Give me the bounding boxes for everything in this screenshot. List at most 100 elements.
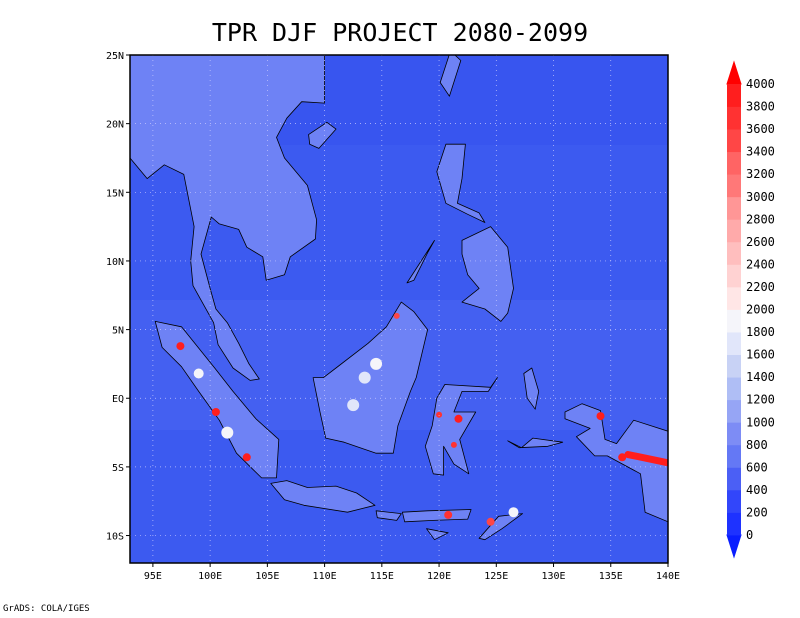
- lat-tick-label: 15N: [106, 188, 124, 199]
- colorbar-label: 4000: [746, 77, 775, 91]
- rain-hotspot: [596, 412, 605, 421]
- lon-tick-label: 110E: [313, 571, 337, 582]
- colorbar-label: 0: [746, 528, 753, 542]
- colorbar-swatch: [727, 286, 741, 310]
- colorbar-swatch: [727, 106, 741, 130]
- colorbar-swatch: [727, 151, 741, 175]
- lon-tick-label: 140E: [656, 571, 680, 582]
- colorbar-arrow-low: [726, 534, 742, 559]
- colorbar-label: 2800: [746, 212, 775, 226]
- colorbar-swatch: [727, 129, 741, 153]
- colorbar-label: 2600: [746, 235, 775, 249]
- colorbar-swatch: [727, 512, 741, 536]
- land-taiwan: [439, 55, 462, 97]
- colorbar-arrow-high: [726, 60, 742, 85]
- rain-hotspot: [444, 510, 453, 519]
- colorbar-label: 3800: [746, 100, 775, 114]
- colorbar-label: 3600: [746, 122, 775, 136]
- land-new-guinea: [564, 403, 668, 523]
- colorbar-label: 2000: [746, 303, 775, 317]
- lat-tick-label: 20N: [106, 120, 124, 131]
- land-sumatra: [154, 321, 280, 479]
- rain-hotspot: [176, 342, 185, 351]
- rain-hotspot: [624, 451, 668, 467]
- longitude-axis: 95E 100E 105E 110E 115E 120E 125E 130E 135E 140E: [144, 563, 680, 582]
- rain-hotspot: [436, 411, 443, 418]
- lat-tick-label: 10N: [106, 257, 124, 268]
- rain-hotspot: [193, 368, 204, 379]
- colorbar-label: 2200: [746, 280, 775, 294]
- lat-tick-label: 25N: [106, 51, 124, 62]
- plot-area: [130, 55, 668, 563]
- latitude-axis: 25N 20N 15N 10N 5N EQ 5S 10S: [106, 51, 130, 543]
- colorbar-label: 800: [746, 438, 768, 452]
- rain-hotspot: [454, 414, 463, 423]
- colorbar-swatch: [727, 241, 741, 265]
- land-bali-lombok: [375, 510, 402, 521]
- land-seram-buru: [507, 437, 564, 449]
- land-java: [270, 480, 376, 513]
- colorbar-label: 1600: [746, 348, 775, 362]
- lon-tick-label: 95E: [144, 571, 162, 582]
- rain-hotspot: [370, 357, 383, 370]
- rain-hotspot: [358, 371, 371, 384]
- colorbar-swatch: [727, 422, 741, 446]
- colorbar-label: 2400: [746, 257, 775, 271]
- colorbar-label: 3200: [746, 167, 775, 181]
- lon-tick-label: 115E: [370, 571, 394, 582]
- colorbar-swatch: [727, 309, 741, 333]
- colorbar-swatch: [727, 444, 741, 468]
- map-title: TPR DJF PROJECT 2080-2099: [211, 18, 589, 47]
- land-sumbawa-flores: [402, 509, 472, 523]
- colorbar-swatch: [727, 264, 741, 288]
- plot-frame: [129, 54, 669, 564]
- land-visayas-mindanao: [461, 226, 514, 322]
- rain-hotspot: [393, 312, 400, 319]
- colorbar-swatch: [727, 354, 741, 378]
- colorbar-swatch: [727, 196, 741, 220]
- credit-label: GrADS: COLA/IGES: [3, 604, 90, 614]
- lon-tick-label: 105E: [255, 571, 279, 582]
- colorbar-label: 600: [746, 460, 768, 474]
- lat-tick-label: 5N: [112, 326, 124, 337]
- lon-tick-label: 130E: [541, 571, 565, 582]
- colorbar-swatch: [727, 377, 741, 401]
- colorbar-label: 400: [746, 483, 768, 497]
- rain-hotspot: [618, 453, 627, 462]
- colorbar-label: 1800: [746, 325, 775, 339]
- land-sumba: [426, 528, 449, 541]
- colorbar-label: 1400: [746, 370, 775, 384]
- rain-hotspot: [347, 399, 360, 412]
- land-timor: [478, 513, 523, 541]
- land-halmahera: [523, 367, 540, 410]
- land-sulawesi: [424, 377, 498, 476]
- land-palawan: [406, 240, 435, 284]
- lat-tick-label: 5S: [112, 463, 124, 474]
- land-hainan: [308, 121, 337, 149]
- lon-tick-label: 125E: [484, 571, 508, 582]
- colorbar-swatch: [727, 174, 741, 198]
- lon-tick-label: 100E: [198, 571, 222, 582]
- colorbar-swatch: [727, 332, 741, 355]
- colorbar: 0 200 400 600 800 1000 1200 1400 1600 1800 2000 220…: [726, 60, 775, 559]
- colorbar-label: 3400: [746, 145, 775, 159]
- rain-hotspot: [211, 408, 220, 416]
- colorbar-swatch: [727, 467, 741, 491]
- colorbar-label: 1200: [746, 393, 775, 407]
- rain-hotspot: [221, 426, 234, 439]
- rain-hotspots: [176, 312, 668, 526]
- lat-tick-label: 10S: [106, 532, 124, 543]
- rain-hotspot: [242, 453, 251, 462]
- colorbar-swatch: [727, 399, 741, 423]
- colorbar-label: 200: [746, 506, 768, 520]
- land-luzon: [436, 143, 486, 223]
- rain-hotspot: [486, 517, 495, 526]
- colorbar-swatch: [727, 219, 741, 243]
- rain-hotspot: [450, 441, 457, 448]
- colorbar-swatch: [727, 489, 741, 513]
- lon-tick-label: 135E: [599, 571, 623, 582]
- colorbar-swatch: [727, 84, 741, 107]
- colorbar-label: 1000: [746, 415, 775, 429]
- lat-tick-label: EQ: [112, 394, 124, 405]
